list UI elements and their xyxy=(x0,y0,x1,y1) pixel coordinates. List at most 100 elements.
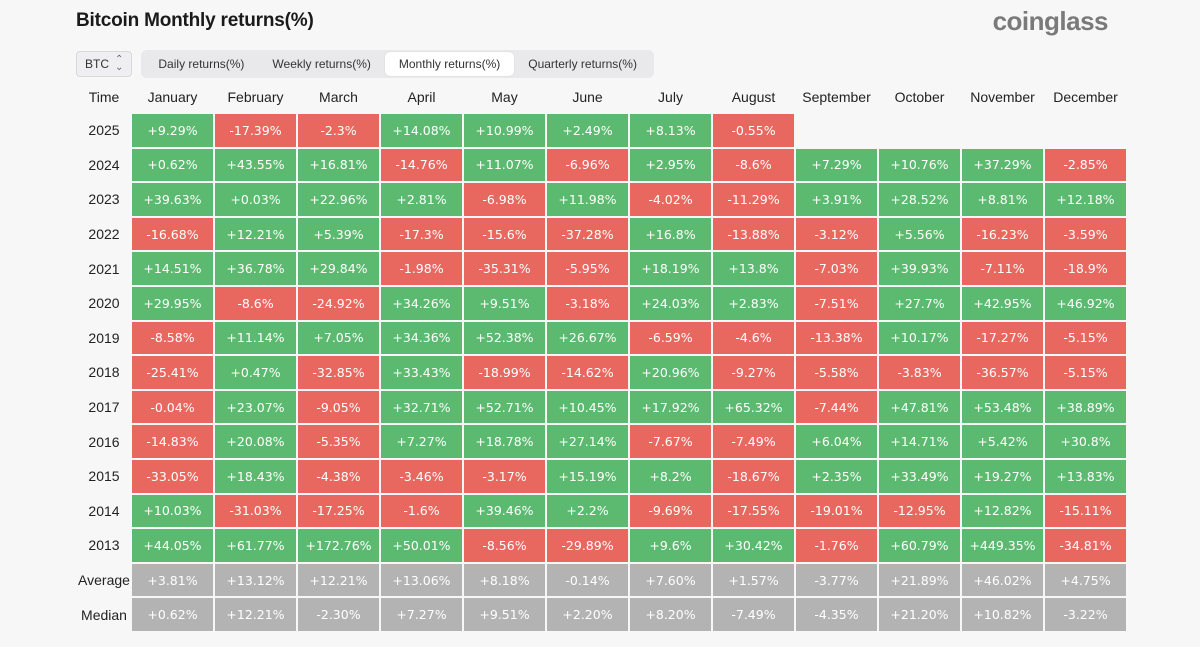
return-cell: +38.89% xyxy=(1045,390,1126,424)
return-cell: +172.76% xyxy=(298,529,379,562)
return-cell: -2.3% xyxy=(298,114,379,147)
table-row: 2019 -8.58% +11.14% +7.05% +34.36% +52.38% +26… xyxy=(78,321,1126,355)
return-cell: -14.83% xyxy=(132,425,213,458)
returns-table: Time January February March April May June July… xyxy=(76,80,1128,633)
row-year-label: 2016 xyxy=(88,433,120,450)
return-cell: +65.32% xyxy=(713,390,794,424)
return-cell: -7.03% xyxy=(796,252,877,285)
return-cell: +46.92% xyxy=(1045,286,1126,320)
return-cell: -1.76% xyxy=(796,529,877,562)
return-cell: +32.71% xyxy=(381,390,462,424)
return-cell: +17.92% xyxy=(630,390,711,424)
return-cell: -3.18% xyxy=(547,286,628,320)
table-row: 2014 +10.03% -31.03% -17.25% -1.6% +39.46% +2.… xyxy=(78,494,1126,528)
summary-cell: +7.27% xyxy=(381,598,462,631)
return-cell: +2.35% xyxy=(796,459,877,493)
return-cell: +20.96% xyxy=(630,356,711,389)
return-cell: -7.67% xyxy=(630,425,711,458)
return-cell: +33.43% xyxy=(381,356,462,389)
return-cell: +19.27% xyxy=(962,459,1043,493)
return-cell: -7.49% xyxy=(713,425,794,458)
return-cell: +10.45% xyxy=(547,390,628,424)
return-cell: +27.14% xyxy=(547,425,628,458)
summary-cell: +10.82% xyxy=(962,598,1043,631)
return-cell: +39.46% xyxy=(464,494,545,528)
return-cell: -13.38% xyxy=(796,321,877,355)
empty-cell xyxy=(796,114,877,147)
summary-cell: -0.14% xyxy=(547,563,628,597)
tab-weekly-returns[interactable]: Weekly returns(%) xyxy=(272,57,371,71)
summary-cell: +9.51% xyxy=(464,598,545,631)
return-cell: +8.13% xyxy=(630,114,711,147)
return-cell: +50.01% xyxy=(381,529,462,562)
return-cell: +36.78% xyxy=(215,252,296,285)
return-cell: -17.27% xyxy=(962,321,1043,355)
return-cell: +2.49% xyxy=(547,114,628,147)
return-cell: +47.81% xyxy=(879,390,960,424)
return-cell: +15.19% xyxy=(547,459,628,493)
return-cell: +5.39% xyxy=(298,217,379,251)
table-row: 2016 -14.83% +20.08% -5.35% +7.27% +18.78% +27… xyxy=(78,425,1126,458)
return-cell: +18.19% xyxy=(630,252,711,285)
return-cell: -5.15% xyxy=(1045,356,1126,389)
tab-monthly-returns[interactable]: Monthly returns(%) xyxy=(384,52,515,76)
column-header-july: July xyxy=(658,89,683,105)
summary-cell: +7.60% xyxy=(630,563,711,597)
row-year-label: 2024 xyxy=(88,156,120,173)
return-cell: +14.08% xyxy=(381,114,462,147)
return-cell: -7.44% xyxy=(796,390,877,424)
return-cell: +7.05% xyxy=(298,321,379,355)
return-cell: +12.82% xyxy=(962,494,1043,528)
return-cell: -0.55% xyxy=(713,114,794,147)
return-cell: -6.96% xyxy=(547,148,628,182)
return-cell: -4.38% xyxy=(298,459,379,493)
return-cell: -7.11% xyxy=(962,252,1043,285)
return-cell: -1.98% xyxy=(381,252,462,285)
column-header-may: May xyxy=(491,89,518,105)
return-cell: +16.8% xyxy=(630,217,711,251)
updown-chevron-icon: ⌃ ⌄ xyxy=(115,54,124,73)
summary-row: Median +0.62% +12.21% -2.30% +7.27% +9.51% +2.… xyxy=(78,598,1126,631)
return-cell: +13.83% xyxy=(1045,459,1126,493)
return-cell: -6.98% xyxy=(464,183,545,216)
return-cell: -0.04% xyxy=(132,390,213,424)
row-year-label: 2022 xyxy=(88,226,120,243)
return-cell: +39.63% xyxy=(132,183,213,216)
tab-quarterly-returns[interactable]: Quarterly returns(%) xyxy=(528,57,637,71)
return-cell: -2.85% xyxy=(1045,148,1126,182)
return-cell: +23.07% xyxy=(215,390,296,424)
return-cell: -9.69% xyxy=(630,494,711,528)
summary-cell: +8.20% xyxy=(630,598,711,631)
coin-select[interactable]: BTC ⌃ ⌄ xyxy=(76,51,133,77)
column-header-september: September xyxy=(802,89,871,105)
return-cell: +60.79% xyxy=(879,529,960,562)
return-cell: +37.29% xyxy=(962,148,1043,182)
return-cell: -6.59% xyxy=(630,321,711,355)
return-cell: +9.6% xyxy=(630,529,711,562)
table-row: 2015 -33.05% +18.43% -4.38% -3.46% -3.17% +15.… xyxy=(78,459,1126,493)
row-year-label: 2020 xyxy=(88,295,120,312)
return-cell: -5.58% xyxy=(796,356,877,389)
return-cell: -7.51% xyxy=(796,286,877,320)
return-cell: -17.55% xyxy=(713,494,794,528)
summary-cell: -7.49% xyxy=(713,598,794,631)
return-cell: +39.93% xyxy=(879,252,960,285)
return-cell: +9.51% xyxy=(464,286,545,320)
return-cell: +3.91% xyxy=(796,183,877,216)
table-row: 2017 -0.04% +23.07% -9.05% +32.71% +52.71% +10… xyxy=(78,390,1126,424)
return-cell: -31.03% xyxy=(215,494,296,528)
table-row: 2024 +0.62% +43.55% +16.81% -14.76% +11.07% -6… xyxy=(78,148,1126,182)
return-cell: +22.96% xyxy=(298,183,379,216)
summary-cell: +13.12% xyxy=(215,563,296,597)
return-cell: -5.15% xyxy=(1045,321,1126,355)
return-cell: -8.56% xyxy=(464,529,545,562)
return-cell: -17.25% xyxy=(298,494,379,528)
return-cell: +20.08% xyxy=(215,425,296,458)
return-cell: +7.27% xyxy=(381,425,462,458)
return-cell: +11.98% xyxy=(547,183,628,216)
return-cell: -18.9% xyxy=(1045,252,1126,285)
return-cell: +29.84% xyxy=(298,252,379,285)
return-cell: +34.36% xyxy=(381,321,462,355)
tab-daily-returns[interactable]: Daily returns(%) xyxy=(158,57,245,71)
row-year-label: 2017 xyxy=(88,399,120,416)
